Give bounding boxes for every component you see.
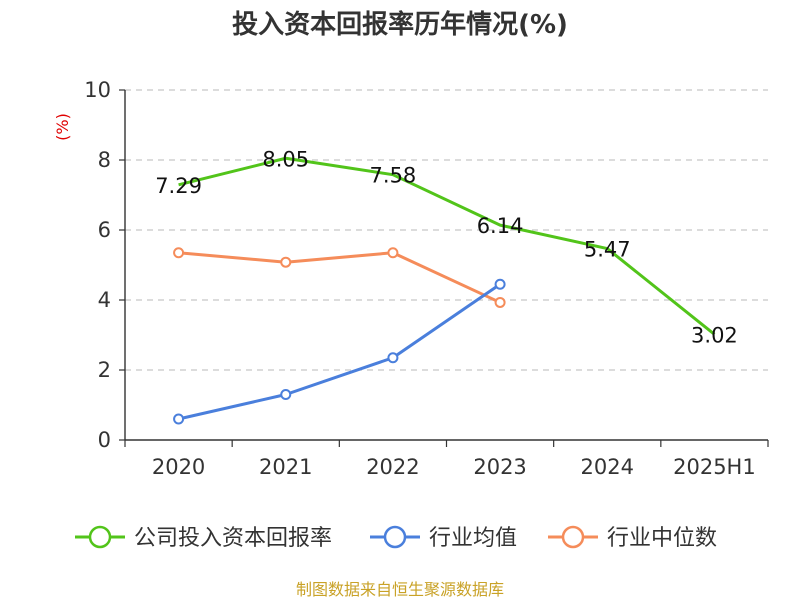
y-tick-label: 8: [98, 148, 111, 172]
series-line-2: [178, 251, 501, 304]
y-tick-label: 4: [98, 288, 111, 312]
y-tick-label: 0: [98, 428, 111, 452]
x-tick-label: 2024: [581, 455, 634, 479]
series-point-1[interactable]: [494, 278, 506, 290]
series-layer: [173, 156, 716, 425]
legend-label: 行业均值: [429, 526, 517, 551]
data-label: 8.05: [262, 147, 309, 171]
series-line-0: [178, 156, 716, 336]
data-label: 5.47: [584, 238, 631, 262]
x-tick-label: 2020: [152, 455, 205, 479]
legend-item-1[interactable]: 行业均值: [370, 525, 517, 551]
data-label: 3.02: [691, 323, 738, 347]
legend[interactable]: 公司投入资本回报率 行业均值 行业中位数: [75, 525, 717, 551]
grid-lines: [125, 89, 768, 371]
y-tick-label: 6: [98, 218, 111, 242]
y-tick-label: 2: [98, 358, 111, 382]
legend-item-0[interactable]: 公司投入资本回报率: [75, 525, 332, 551]
x-tick-label: 2021: [259, 455, 312, 479]
data-labels: 7.29 8.05 7.58 6.14 5.47 3.02: [155, 147, 738, 347]
data-label: 7.58: [370, 164, 417, 188]
x-tick-label: 2025H1: [673, 455, 756, 479]
data-label: 6.14: [477, 214, 524, 238]
chart-title: 投入资本回报率历年情况(%): [232, 9, 568, 40]
axes: 0 2 4 6 8 10 2020 2021 2022 2023 2024 2025H1: [84, 78, 769, 479]
legend-item-2[interactable]: 行业中位数: [548, 525, 717, 551]
series-point-2[interactable]: [173, 247, 185, 259]
y-tick-label: 10: [84, 78, 111, 102]
legend-marker: [88, 525, 112, 549]
y-axis-unit: (%): [53, 113, 72, 141]
series-point-2[interactable]: [280, 256, 292, 268]
series-line-1: [178, 283, 501, 421]
series-point-1[interactable]: [387, 352, 399, 364]
series-point-2[interactable]: [387, 247, 399, 259]
source-note: 制图数据来自恒生聚源数据库: [296, 580, 504, 599]
series-point-2[interactable]: [494, 296, 506, 308]
legend-label: 行业中位数: [607, 526, 717, 551]
legend-label: 公司投入资本回报率: [134, 526, 332, 551]
data-label: 7.29: [155, 174, 202, 198]
series-point-1[interactable]: [280, 389, 292, 400]
x-tick-label: 2023: [473, 455, 526, 479]
x-tick-label: 2022: [366, 455, 419, 479]
legend-marker: [383, 525, 407, 549]
series-point-1[interactable]: [173, 413, 185, 425]
legend-marker: [561, 525, 585, 549]
